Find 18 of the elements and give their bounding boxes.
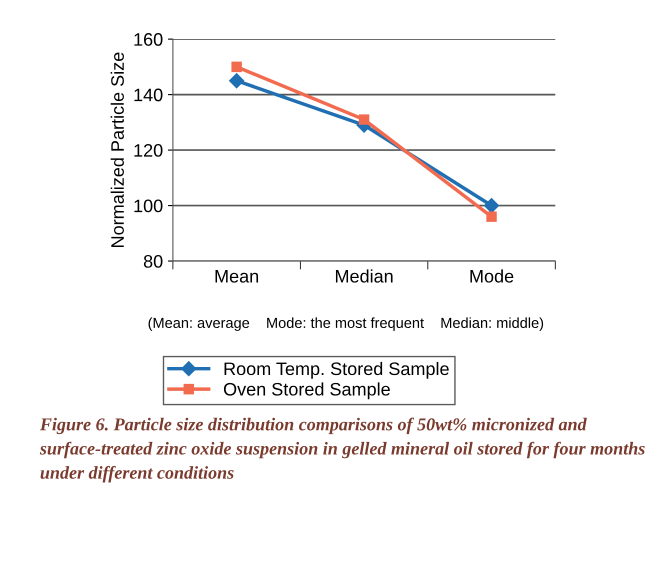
y-tick-label: 80	[144, 254, 162, 268]
caption: Figure 6. Particle size distribution comparisons of 50wt% micronized and surface-treated zinc oxide suspension in gelled mineral oil stored for four months under different conditions	[40, 418, 645, 482]
legend-label: Oven Stored Sample	[224, 382, 390, 400]
x-tick-label: Median	[336, 269, 393, 283]
y-axis-title: Normalized Particle Size	[110, 52, 124, 247]
y-tick-label: 120	[134, 144, 162, 157]
x-tick-label: Mode	[470, 269, 514, 283]
y-tick-label: 160	[134, 33, 162, 46]
point	[229, 73, 244, 88]
point	[231, 62, 242, 72]
x-tick-label: Mean	[216, 270, 258, 283]
point	[486, 211, 497, 222]
text: (Mean: average Mode: the most frequent Median: middle)	[148, 317, 544, 331]
legend-label: Room Temp. Stored Sample	[224, 362, 449, 379]
point	[358, 114, 370, 125]
y-tick-label: 140	[134, 88, 162, 102]
point	[484, 198, 500, 214]
y-tick-label: 100	[134, 200, 162, 212]
